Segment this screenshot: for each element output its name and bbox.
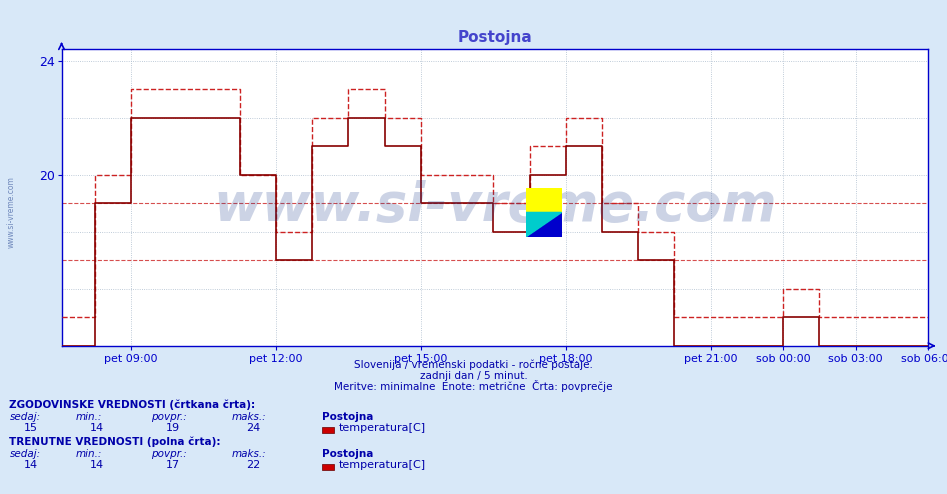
Text: 24: 24 (246, 423, 260, 433)
Text: sedaj:: sedaj: (9, 412, 41, 422)
Text: 14: 14 (90, 460, 104, 470)
Text: temperatura[C]: temperatura[C] (339, 460, 426, 470)
Text: min.:: min.: (76, 412, 102, 422)
Text: maks.:: maks.: (232, 412, 267, 422)
Polygon shape (526, 212, 562, 237)
Text: www.si-vreme.com: www.si-vreme.com (213, 180, 777, 233)
Polygon shape (526, 212, 562, 237)
Text: Slovenija / vremenski podatki - ročne postaje.: Slovenija / vremenski podatki - ročne po… (354, 360, 593, 370)
Text: Postojna: Postojna (322, 412, 373, 422)
Text: www.si-vreme.com: www.si-vreme.com (7, 176, 16, 248)
Text: temperatura[C]: temperatura[C] (339, 423, 426, 433)
Text: sedaj:: sedaj: (9, 449, 41, 459)
Bar (526, 188, 562, 212)
Text: 14: 14 (90, 423, 104, 433)
Text: 14: 14 (24, 460, 38, 470)
Text: 17: 17 (166, 460, 180, 470)
Text: povpr.:: povpr.: (152, 449, 188, 459)
Text: povpr.:: povpr.: (152, 412, 188, 422)
Text: 19: 19 (166, 423, 180, 433)
Text: Postojna: Postojna (322, 449, 373, 459)
Text: zadnji dan / 5 minut.: zadnji dan / 5 minut. (420, 371, 527, 381)
Title: Postojna: Postojna (457, 31, 532, 45)
Text: 15: 15 (24, 423, 38, 433)
Text: 22: 22 (246, 460, 260, 470)
Text: min.:: min.: (76, 449, 102, 459)
Text: Meritve: minimalne  Enote: metrične  Črta: povprečje: Meritve: minimalne Enote: metrične Črta:… (334, 380, 613, 392)
Text: ZGODOVINSKE VREDNOSTI (črtkana črta):: ZGODOVINSKE VREDNOSTI (črtkana črta): (9, 399, 256, 410)
Text: maks.:: maks.: (232, 449, 267, 459)
Text: TRENUTNE VREDNOSTI (polna črta):: TRENUTNE VREDNOSTI (polna črta): (9, 436, 221, 447)
